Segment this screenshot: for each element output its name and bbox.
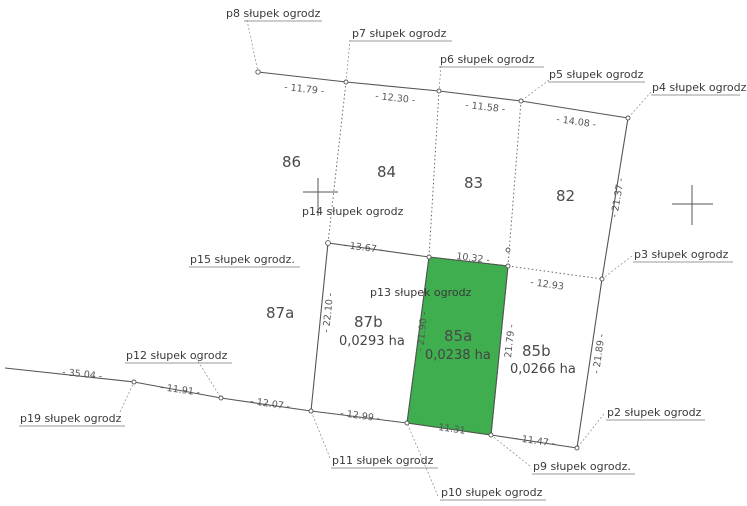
crosshair-left [303, 178, 338, 216]
dim-label-d15: - 12.07 - [250, 396, 291, 412]
division-line-p7 [327, 81, 347, 244]
division-line-p6 [428, 90, 440, 258]
dim-label-d7: - 12.93 [530, 277, 565, 293]
vertex-p10[interactable] [404, 420, 410, 426]
point-label-p11: p11 słupek ogrodz [332, 454, 434, 467]
parcel-85a-top-edge [428, 256, 509, 267]
leader-p2 [576, 413, 605, 449]
leader-p6 [438, 65, 442, 92]
point-label-p2: p2 słupek ogrodz [607, 406, 702, 419]
parcel-area-85b: 0,0266 ha [510, 362, 576, 377]
dim-label-d2: - 12.30 - [375, 91, 416, 106]
point-label-p19: p19 słupek ogrodz [20, 412, 122, 425]
vertex-p7[interactable] [343, 79, 349, 85]
vertex-p3[interactable] [599, 276, 605, 282]
dim-label-d6: 10.32 - [456, 251, 491, 266]
point-label-p9: p9 słupek ogrodz. [533, 460, 631, 473]
dim-label-d8: - 21.37 - [609, 177, 627, 218]
vertex-p6[interactable] [436, 88, 442, 94]
parcel-label-87a: 87a [266, 304, 294, 322]
vertex-p5[interactable] [518, 98, 524, 104]
dim-label-d4: - 14.08 - [556, 114, 597, 130]
crosshair-right [672, 185, 713, 225]
vertex-p12[interactable] [218, 395, 224, 401]
parcel-label-85a: 85a [444, 327, 472, 345]
vertex-p2[interactable] [574, 445, 580, 451]
leader-p4 [627, 91, 652, 119]
dim-label-d14: - 11.91 - [160, 382, 201, 398]
dim-label-d16: - 12.99 - [340, 408, 381, 424]
point-label-p6: p6 słupek ogrodz [440, 53, 535, 66]
dim-label-d3: - 11.58 - [465, 100, 506, 115]
vertex-p9[interactable] [488, 432, 494, 438]
leader-p10 [406, 422, 439, 497]
leader-p7 [345, 39, 351, 83]
dim-label-d11: 21.79 - [503, 324, 517, 359]
point-label-p14: p14 słupek ogrodz [302, 205, 404, 218]
point-label-p12: p12 słupek ogrodz [126, 349, 228, 362]
leader-p8 [246, 19, 259, 73]
parcel-label-87b: 87b [354, 313, 383, 331]
parcel-label-84: 84 [377, 163, 396, 181]
dim-label-d13: - 35.04 - [62, 367, 103, 382]
point-label-p8: p8 słupek ogrodz [226, 7, 321, 20]
vertex-p14[interactable] [325, 240, 331, 246]
vertex-p8[interactable] [255, 69, 261, 75]
parcel-85a-left-edge [406, 256, 430, 424]
division-line-p3 [507, 265, 603, 280]
leader-p11 [310, 410, 331, 459]
parcel-area-85a: 0,0238 ha [425, 348, 491, 363]
vertex-p11[interactable] [308, 408, 314, 414]
dim-label-d1: - 11.79 - [284, 82, 325, 97]
dim-label-d17: 11.31 [438, 422, 466, 437]
leader-p3 [601, 255, 633, 280]
parcel-area-87b: 0,0293 ha [339, 334, 405, 349]
point-label-p4: p4 słupek ogrodz [652, 81, 747, 94]
dim-label-d10: - 21.90 - [415, 311, 430, 352]
leader-p9 [490, 434, 531, 467]
point-label-p3: p3 słupek ogrodz [634, 248, 729, 261]
point-label-p10: p10 słupek ogrodz [441, 486, 543, 499]
parcel-label-86: 86 [282, 153, 301, 171]
vertex-p3b[interactable] [505, 263, 511, 269]
point-label-p5: p5 słupek ogrodz [549, 68, 644, 81]
vertex-p13[interactable] [426, 254, 432, 260]
point-label-p7: p7 słupek ogrodz [352, 27, 447, 40]
vertex-p19[interactable] [131, 379, 137, 385]
division-line-p5 [507, 100, 522, 267]
parcel-label-82: 82 [556, 187, 575, 205]
point-label-p13: p13 słupek ogrodz [370, 286, 472, 299]
dim-label-d18: - 11.47 - [515, 433, 556, 449]
parcel-85a-right-edge [490, 265, 509, 436]
vertex-p3a[interactable] [505, 247, 511, 253]
leader-p5 [520, 79, 550, 102]
dim-label-d5: - 13.67 - [343, 240, 384, 256]
dim-label-d9: - 22.10 - [321, 292, 336, 333]
right-boundary-line [576, 117, 629, 449]
parcel-label-83: 83 [464, 174, 483, 192]
vertex-p4[interactable] [625, 115, 631, 121]
leader-p19 [119, 381, 135, 413]
parcel-label-85b: 85b [522, 342, 551, 360]
point-label-p15: p15 słupek ogrodz. [190, 253, 295, 266]
